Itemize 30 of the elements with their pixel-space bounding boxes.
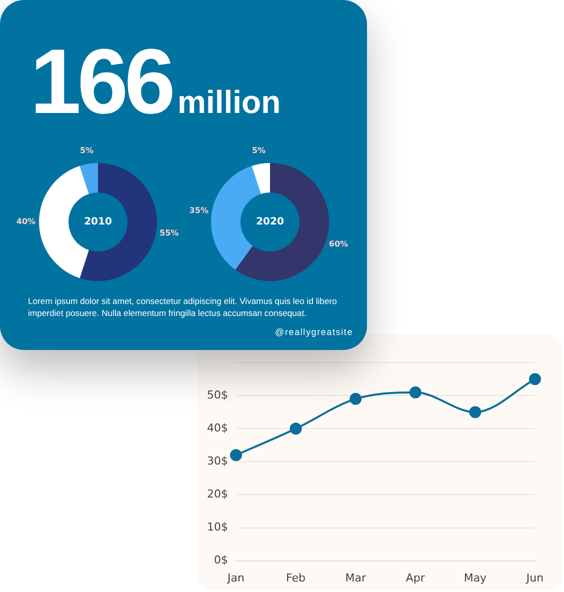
- point: [469, 406, 482, 418]
- text: 2020: [256, 216, 284, 228]
- data-label: 40%: [16, 217, 36, 226]
- x-tick-label: Mar: [345, 571, 366, 584]
- point: [350, 392, 362, 405]
- data-label: 55%: [160, 228, 179, 238]
- y-tick-label: 20$: [206, 488, 228, 501]
- x-tick-label: Feb: [286, 571, 306, 584]
- y-tick-label: 10$: [206, 520, 228, 534]
- point: [290, 422, 302, 435]
- text: Lorem ipsum dolor sit amet, consectetur adipiscing elit. Vivamus quis leo id libero imperdiet posuere. Nulla elementum fringilla lectus accumsan consequat.: [28, 295, 338, 319]
- y-tick-label: 0$: [214, 554, 228, 567]
- y-tick-label: 40$: [206, 422, 228, 435]
- x-tick-label: May: [464, 571, 488, 584]
- y-tick-label: 50$: [206, 388, 228, 402]
- text: million: [178, 84, 281, 120]
- point: [529, 373, 541, 386]
- x-tick-label: Jun: [525, 571, 544, 584]
- point: [409, 386, 422, 398]
- data-label: 5%: [80, 146, 94, 155]
- x-tick-label: Apr: [406, 571, 426, 584]
- y-tick-label: 30$: [206, 454, 228, 468]
- data-label: 35%: [189, 206, 208, 215]
- data-label: 60%: [328, 239, 348, 248]
- data-label: 5%: [252, 146, 266, 155]
- text: 2010: [84, 216, 112, 228]
- text: @reallygreatsite: [275, 327, 353, 337]
- point: [230, 449, 242, 462]
- x-tick-label: Jan: [226, 571, 244, 584]
- text: 166: [30, 31, 172, 133]
